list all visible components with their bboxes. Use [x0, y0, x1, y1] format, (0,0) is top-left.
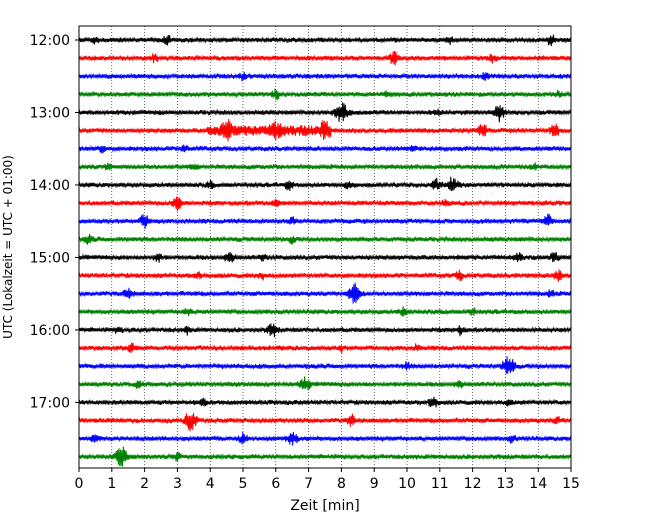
- trace-line: [78, 71, 572, 82]
- trace-line: [78, 102, 572, 123]
- x-tick-label: 15: [562, 476, 580, 492]
- trace-line: [78, 88, 572, 101]
- y-tick-label: 12:00: [30, 33, 70, 49]
- trace-line: [78, 306, 572, 317]
- x-tick-label: 3: [173, 476, 182, 492]
- trace-line: [78, 251, 572, 263]
- trace-line: [78, 196, 572, 212]
- x-tick-label: 5: [239, 476, 248, 492]
- trace-line: [78, 412, 572, 432]
- x-axis-ticks: 0 1 2 3 4 5 6 7 8 9 10 11 12 13 14 15: [75, 468, 580, 492]
- trace-line: [78, 342, 572, 354]
- plot-frame: [78, 25, 572, 469]
- x-tick-label: 11: [431, 476, 449, 492]
- trace-line: [78, 119, 572, 142]
- trace-line: [78, 396, 572, 408]
- x-tick-label: 6: [271, 476, 280, 492]
- x-tick-label: 13: [496, 476, 514, 492]
- x-tick-label: 4: [206, 476, 215, 492]
- trace-line: [78, 376, 572, 391]
- x-tick-label: 10: [398, 476, 416, 492]
- x-axis-label: Zeit [min]: [290, 498, 359, 514]
- y-tick-label: 14:00: [30, 178, 70, 194]
- seismic-traces: [78, 34, 572, 467]
- x-tick-label: 12: [464, 476, 482, 492]
- y-tick-label: 17:00: [30, 395, 70, 411]
- trace-line: [78, 323, 572, 338]
- x-tick-label: 7: [304, 476, 313, 492]
- trace-line: [78, 176, 572, 191]
- trace-line: [78, 162, 572, 171]
- trace-line: [78, 213, 572, 230]
- trace-line: [78, 269, 572, 282]
- y-axis-ticks: 12:00 13:00 14:00 15:00 16:00 17:00: [30, 33, 79, 411]
- y-tick-label: 13:00: [30, 105, 70, 121]
- plot-area: [79, 26, 571, 468]
- y-tick-label: 15:00: [30, 250, 70, 266]
- trace-line: [78, 34, 572, 47]
- trace-line: [78, 50, 572, 66]
- trace-line: [78, 282, 572, 304]
- x-tick-label: 8: [337, 476, 346, 492]
- y-tick-label: 16:00: [30, 323, 70, 339]
- y-axis-label: UTC (Lokalzeit = UTC + 01:00): [1, 155, 15, 339]
- trace-line: [78, 356, 572, 374]
- trace-line: [78, 144, 572, 154]
- x-tick-label: 1: [107, 476, 116, 492]
- x-tick-label: 14: [529, 476, 547, 492]
- x-tick-label: 2: [140, 476, 149, 492]
- trace-line: [78, 446, 572, 467]
- x-tick-label: 9: [370, 476, 379, 492]
- x-tick-label: 0: [75, 476, 84, 492]
- trace-line: [78, 233, 572, 245]
- trace-line: [78, 431, 572, 446]
